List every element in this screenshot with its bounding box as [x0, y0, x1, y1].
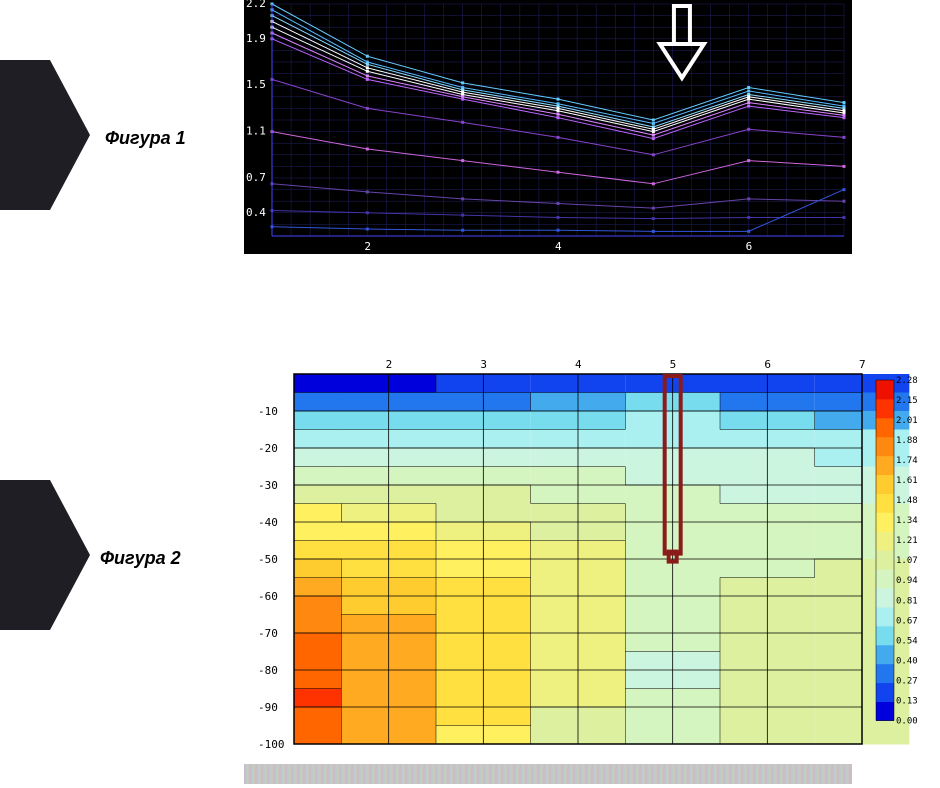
- noise-strip: [244, 764, 852, 784]
- svg-text:-70: -70: [258, 627, 278, 640]
- svg-text:1.07: 1.07: [896, 556, 918, 566]
- svg-text:-80: -80: [258, 664, 278, 677]
- svg-text:-40: -40: [258, 516, 278, 529]
- svg-text:6: 6: [746, 240, 753, 253]
- svg-text:-10: -10: [258, 405, 278, 418]
- svg-text:1.1: 1.1: [246, 125, 266, 138]
- svg-text:0.27: 0.27: [896, 676, 918, 686]
- pointer-shape-1: [0, 60, 90, 210]
- svg-text:-50: -50: [258, 553, 278, 566]
- svg-text:1.61: 1.61: [896, 476, 918, 486]
- figure-2-label: Фигура 2: [100, 548, 181, 569]
- line-chart-svg: 0.4 0.7 1.1 1.5 1.9 2.2 2 4 6: [244, 0, 852, 254]
- svg-text:0.13: 0.13: [896, 696, 918, 706]
- svg-text:0.54: 0.54: [896, 636, 918, 646]
- heatmap-chart: 2 3 4 5 6 7 -10 -20 -30 -40 -50 -60 -70 -80 -90 -100 0.…: [244, 352, 926, 752]
- svg-text:4: 4: [555, 240, 562, 253]
- svg-text:0.00: 0.00: [896, 716, 918, 726]
- svg-text:2: 2: [364, 240, 371, 253]
- svg-text:2.28: 2.28: [896, 376, 918, 386]
- svg-text:-60: -60: [258, 590, 278, 603]
- svg-text:0.7: 0.7: [246, 171, 266, 184]
- pointer-shape-2: [0, 480, 90, 630]
- svg-text:3: 3: [480, 358, 487, 371]
- svg-text:1.48: 1.48: [896, 496, 918, 506]
- svg-text:1.21: 1.21: [896, 536, 918, 546]
- pointer-poly: [0, 480, 90, 630]
- svg-text:5: 5: [670, 358, 677, 371]
- svg-text:1.5: 1.5: [246, 78, 266, 91]
- svg-text:7: 7: [859, 358, 866, 371]
- heatmap-chart-svg: 2 3 4 5 6 7 -10 -20 -30 -40 -50 -60 -70 -80 -90 -100 0.…: [244, 352, 926, 752]
- svg-text:-20: -20: [258, 442, 278, 455]
- svg-text:-100: -100: [258, 738, 285, 751]
- svg-text:1.34: 1.34: [896, 516, 918, 526]
- svg-text:2.01: 2.01: [896, 416, 918, 426]
- figure-1-label: Фигура 1: [105, 128, 186, 149]
- svg-text:0.4: 0.4: [246, 206, 266, 219]
- svg-text:2.2: 2.2: [246, 0, 266, 10]
- svg-text:4: 4: [575, 358, 582, 371]
- svg-text:1.74: 1.74: [896, 456, 918, 466]
- svg-text:0.94: 0.94: [896, 576, 918, 586]
- svg-text:2.15: 2.15: [896, 396, 918, 406]
- svg-text:1.9: 1.9: [246, 32, 266, 45]
- svg-text:1.88: 1.88: [896, 436, 918, 446]
- svg-text:6: 6: [764, 358, 771, 371]
- svg-text:0.81: 0.81: [896, 596, 918, 606]
- pointer-poly: [0, 60, 90, 210]
- svg-text:0.67: 0.67: [896, 616, 918, 626]
- svg-text:0.40: 0.40: [896, 656, 918, 666]
- svg-text:2: 2: [386, 358, 393, 371]
- svg-text:-30: -30: [258, 479, 278, 492]
- svg-text:-90: -90: [258, 701, 278, 714]
- line-chart: 0.4 0.7 1.1 1.5 1.9 2.2 2 4 6: [244, 0, 852, 254]
